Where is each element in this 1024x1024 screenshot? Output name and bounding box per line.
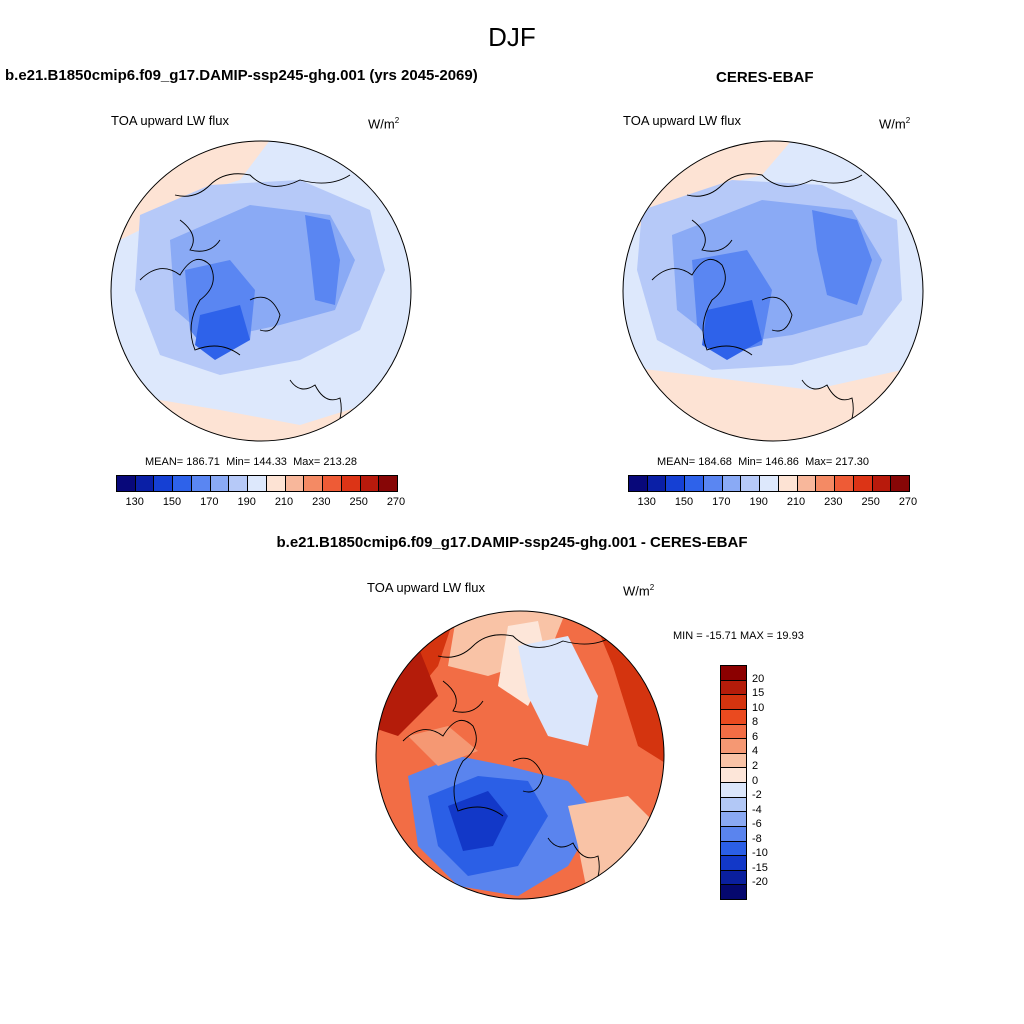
- model-colorbar-tick-label: 130: [125, 496, 144, 508]
- model-case-title: b.e21.B1850cmip6.f09_g17.DAMIP-ssp245-gh…: [5, 67, 478, 84]
- diff-colorbar-tick-label: -6: [752, 818, 762, 831]
- obs-colorbar: [628, 475, 910, 492]
- model-variable-label: TOA upward LW flux: [111, 113, 230, 128]
- obs-colorbar-tick-label: 210: [786, 496, 806, 508]
- model-colorbar-swatch: [228, 476, 248, 491]
- diff-colorbar-swatch: [721, 782, 746, 797]
- obs-colorbar-swatch: [777, 476, 797, 491]
- diff-colorbar-tick-label: -4: [752, 803, 762, 816]
- obs-case-title: CERES-EBAF: [716, 69, 814, 86]
- diff-colorbar-swatch: [721, 767, 746, 782]
- diff-units-label: W/m2: [623, 583, 655, 599]
- diff-colorbar-tick-label: 20: [752, 672, 765, 685]
- obs-colorbar-tick-label: 230: [824, 496, 843, 508]
- obs-variable-label: TOA upward LW flux: [623, 113, 742, 128]
- model-colorbar-swatch: [190, 476, 210, 491]
- model-colorbar-swatch: [247, 476, 266, 491]
- diff-colorbar-tick-label: -15: [752, 861, 768, 874]
- model-colorbar-tick-label: 170: [200, 496, 219, 508]
- diff-colorbar-tick-label: 4: [752, 745, 759, 758]
- obs-colorbar-swatch: [890, 476, 910, 491]
- diff-colorbar-swatch: [721, 694, 746, 709]
- model-colorbar-tick-label: 150: [162, 496, 182, 508]
- obs-colorbar-swatch: [629, 476, 647, 491]
- diff-colorbar-tick-label: 15: [752, 687, 765, 700]
- obs-colorbar-tick-label: 270: [898, 496, 918, 508]
- obs-colorbar-swatch: [871, 476, 891, 491]
- model-colorbar-tick-label: 190: [237, 496, 256, 508]
- obs-colorbar-swatch: [852, 476, 872, 491]
- model-colorbar-swatch: [378, 476, 398, 491]
- diff-case-title: b.e21.B1850cmip6.f09_g17.DAMIP-ssp245-gh…: [276, 534, 748, 551]
- model-colorbar-swatch: [117, 476, 135, 491]
- diff-colorbar-swatch: [721, 752, 746, 768]
- diff-colorbar-tick-label: 2: [752, 759, 759, 772]
- model-colorbar: [116, 475, 398, 492]
- diff-colorbar-swatch: [721, 679, 746, 695]
- model-polar-map: [110, 140, 412, 442]
- obs-units-label: W/m2: [879, 116, 911, 132]
- model-colorbar-swatch: [322, 476, 341, 491]
- diff-colorbar-swatch: [721, 869, 746, 885]
- model-colorbar-swatch: [153, 476, 173, 491]
- model-colorbar-swatch: [172, 476, 191, 491]
- diff-colorbar-tick-label: 6: [752, 730, 759, 743]
- model-colorbar-tick-label: 230: [312, 496, 331, 508]
- model-colorbar-ticks: 130 150 170 190 210 230 250 270: [116, 496, 405, 510]
- obs-colorbar-swatch: [796, 476, 816, 491]
- diff-polar-map: [375, 610, 665, 900]
- diff-colorbar-tick-label: -8: [752, 832, 762, 845]
- obs-stats: MEAN= 184.68 Min= 146.86 Max= 217.30: [657, 456, 869, 468]
- obs-colorbar-swatch: [815, 476, 835, 491]
- model-colorbar-swatch: [209, 476, 229, 491]
- diff-colorbar-tick-label: -2: [752, 789, 762, 802]
- obs-colorbar-tick-label: 130: [637, 496, 656, 508]
- diff-colorbar-swatch: [721, 855, 746, 870]
- model-colorbar-swatch: [284, 476, 304, 491]
- diff-colorbar-swatch: [721, 840, 746, 856]
- obs-colorbar-swatch: [702, 476, 722, 491]
- model-units-label: W/m2: [368, 116, 400, 132]
- obs-colorbar-tick-label: 250: [861, 496, 880, 508]
- obs-polar-map: [622, 140, 924, 442]
- obs-colorbar-swatch: [759, 476, 778, 491]
- model-colorbar-tick-label: 210: [274, 496, 294, 508]
- diff-colorbar-swatch: [721, 666, 746, 680]
- model-colorbar-tick-label: 270: [386, 496, 406, 508]
- diff-variable-label: TOA upward LW flux: [367, 580, 486, 595]
- model-colorbar-swatch: [340, 476, 360, 491]
- model-colorbar-tick-label: 250: [349, 496, 368, 508]
- diff-colorbar-ticks: 20 15 10 8 6 4 2 0 -2 -4 -6 -8 -10 -15 -20: [752, 665, 792, 900]
- diff-colorbar-tick-label: 10: [752, 701, 765, 714]
- model-colorbar-swatch: [265, 476, 285, 491]
- obs-colorbar-swatch: [740, 476, 760, 491]
- diff-colorbar-tick-label: -10: [752, 847, 768, 860]
- obs-colorbar-tick-label: 150: [674, 496, 694, 508]
- main-title: DJF: [488, 22, 536, 52]
- obs-colorbar-swatch: [834, 476, 853, 491]
- diff-colorbar-swatch: [721, 796, 746, 812]
- diff-colorbar-swatch: [721, 811, 746, 826]
- model-colorbar-swatch: [134, 476, 154, 491]
- diff-colorbar: [720, 665, 747, 900]
- diff-colorbar-tick-label: -20: [752, 876, 768, 889]
- obs-colorbar-swatch: [721, 476, 741, 491]
- obs-colorbar-swatch: [646, 476, 666, 491]
- model-colorbar-swatch: [303, 476, 323, 491]
- diff-colorbar-swatch: [721, 884, 746, 899]
- obs-colorbar-swatch: [684, 476, 703, 491]
- obs-colorbar-ticks: 130 150 170 190 210 230 250 270: [628, 496, 917, 510]
- obs-colorbar-swatch: [665, 476, 685, 491]
- diff-colorbar-swatch: [721, 723, 746, 739]
- obs-colorbar-tick-label: 170: [712, 496, 731, 508]
- model-stats: MEAN= 186.71 Min= 144.33 Max= 213.28: [145, 456, 357, 468]
- diff-minmax: MIN = -15.71 MAX = 19.93: [673, 630, 804, 642]
- diff-colorbar-tick-label: 8: [752, 716, 759, 729]
- obs-colorbar-tick-label: 190: [749, 496, 768, 508]
- diff-colorbar-tick-label: 0: [752, 774, 759, 787]
- model-colorbar-swatch: [359, 476, 379, 491]
- diff-colorbar-swatch: [721, 708, 746, 724]
- diff-colorbar-swatch: [721, 825, 746, 841]
- diff-colorbar-swatch: [721, 738, 746, 753]
